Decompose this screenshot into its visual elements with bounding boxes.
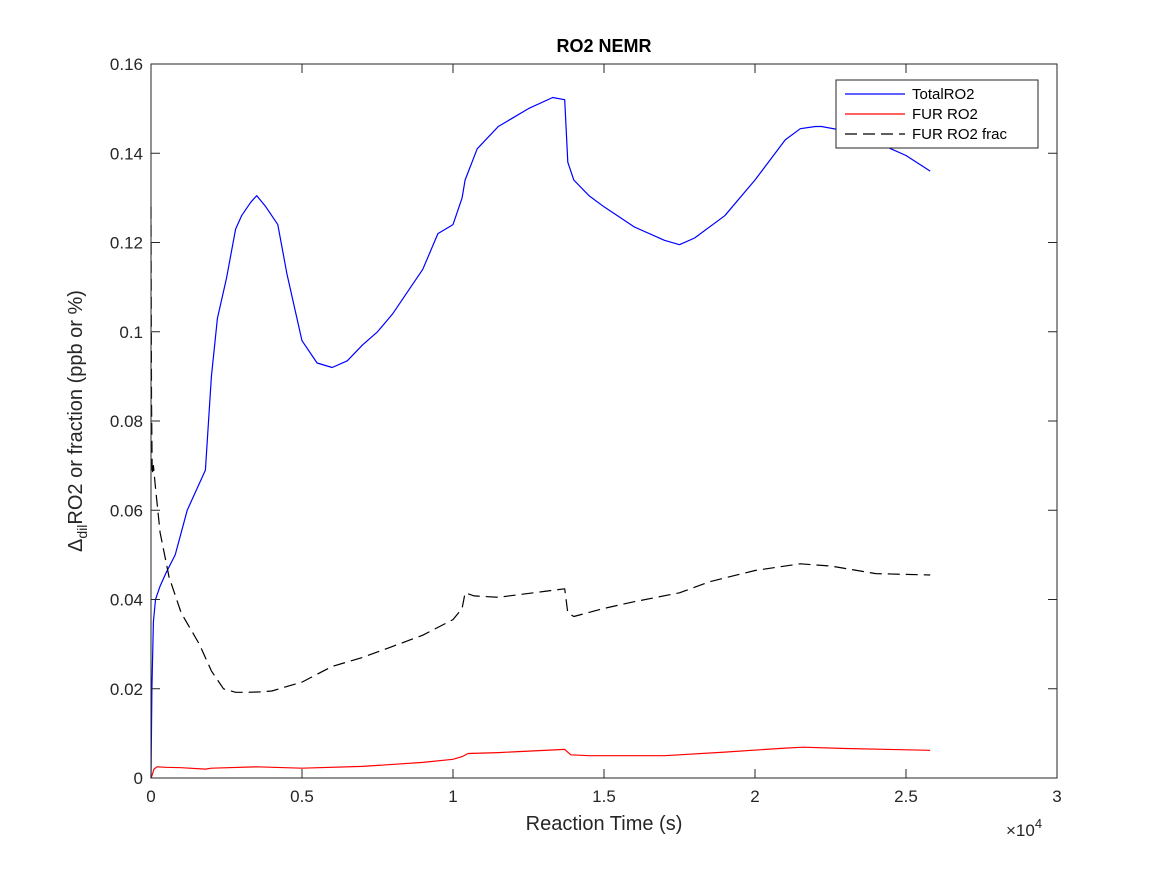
legend-label-fur-ro2-frac: FUR RO2 frac xyxy=(912,126,1008,143)
series-line-fur-ro2-frac xyxy=(150,206,931,693)
plot-background xyxy=(151,64,1057,778)
series-line-fur-ro2 xyxy=(150,746,931,779)
x-axis-exponent: ×104 xyxy=(1006,816,1042,840)
y-axis-label: ΔdilRO2 or fraction (ppb or %) xyxy=(65,290,90,552)
x-tick-label: 1 xyxy=(448,787,457,806)
legend: TotalRO2 FUR RO2 FUR RO2 frac xyxy=(835,79,1039,149)
y-tick-label: 0 xyxy=(134,769,143,788)
y-tick-label: 0.16 xyxy=(110,55,143,74)
series-layer xyxy=(150,96,931,779)
y-axis-label-sub: dil xyxy=(74,525,90,539)
ticks-layer: 0 0.5 1 1.5 2 2.5 3 0 0.02 0.04 0.06 0.08 0.1 0.12 0.1… xyxy=(110,55,1062,806)
legend-label-fur-ro2: FUR RO2 xyxy=(912,106,978,123)
x-tick-label: 0 xyxy=(146,787,155,806)
x-tick-label: 0.5 xyxy=(290,787,314,806)
y-tick-label: 0.1 xyxy=(119,323,143,342)
x-tick-label: 2 xyxy=(750,787,759,806)
y-tick-label: 0.02 xyxy=(110,680,143,699)
x-tick-label: 2.5 xyxy=(894,787,918,806)
x-axis-exponent-power: 4 xyxy=(1035,816,1042,831)
x-tick-label: 1.5 xyxy=(592,787,616,806)
y-tick-label: 0.12 xyxy=(110,234,143,253)
x-axis-exponent-base: ×10 xyxy=(1006,821,1035,840)
y-tick-label: 0.14 xyxy=(110,144,143,163)
y-tick-label: 0.08 xyxy=(110,412,143,431)
y-axis-label-main: RO2 or fraction (ppb or %) xyxy=(65,290,87,525)
chart-title: RO2 NEMR xyxy=(556,36,651,56)
y-axis-label-prefix: Δ xyxy=(65,539,87,552)
y-tick-label: 0.06 xyxy=(110,501,143,520)
y-tick-label: 0.04 xyxy=(110,591,143,610)
legend-label-totalro2: TotalRO2 xyxy=(912,86,975,103)
x-axis-label: Reaction Time (s) xyxy=(526,813,683,835)
series-line-totalro2 xyxy=(150,96,931,779)
x-tick-label: 3 xyxy=(1052,787,1061,806)
